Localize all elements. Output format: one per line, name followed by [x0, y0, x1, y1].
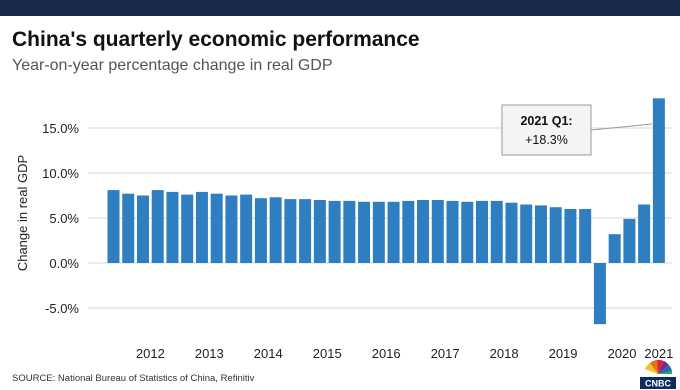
- bar: [136, 195, 149, 263]
- cnbc-logo: CNBC: [640, 360, 676, 389]
- x-tick-label: 2014: [254, 346, 283, 361]
- x-tick-label: 2018: [490, 346, 519, 361]
- bar: [446, 200, 459, 263]
- bar: [313, 200, 326, 263]
- bar: [387, 201, 400, 263]
- bar: [358, 201, 371, 263]
- y-axis-title: Change in real GDP: [15, 155, 30, 271]
- bar: [476, 200, 488, 263]
- y-tick-label: -5.0%: [45, 301, 79, 316]
- bar: [372, 201, 385, 263]
- chart-subtitle: Year-on-year percentage change in real G…: [12, 57, 333, 74]
- y-tick-label: 5.0%: [49, 211, 79, 226]
- bar: [284, 199, 297, 263]
- bar: [608, 234, 621, 263]
- bar: [417, 200, 430, 263]
- bar: [623, 218, 636, 263]
- y-tick-label: 10.0%: [42, 166, 79, 181]
- bar: [166, 191, 179, 263]
- bar: [520, 204, 533, 263]
- y-tick-label: 15.0%: [42, 121, 79, 136]
- x-tick-label: 2020: [608, 346, 637, 361]
- bar: [638, 204, 651, 263]
- top-banner: [0, 0, 680, 16]
- bar: [593, 263, 606, 325]
- x-tick-label: 2019: [549, 346, 578, 361]
- bar: [328, 200, 341, 263]
- x-tick-label: 2013: [195, 346, 224, 361]
- bar: [225, 195, 238, 263]
- bar: [254, 198, 267, 263]
- x-tick-label: 2017: [431, 346, 460, 361]
- bar: [107, 190, 120, 263]
- annotation-box: [501, 104, 592, 156]
- chart-title: China's quarterly economic performance: [12, 28, 420, 51]
- y-tick-label: 0.0%: [49, 256, 79, 271]
- bar: [431, 200, 444, 263]
- bar: [652, 98, 665, 263]
- bar: [195, 191, 208, 263]
- bar: [534, 205, 547, 263]
- bar: [461, 201, 474, 263]
- bar: [490, 200, 503, 263]
- x-tick-label: 2015: [313, 346, 342, 361]
- bar: [299, 199, 312, 263]
- bar: [210, 193, 223, 263]
- annotation-leader-line: [590, 123, 652, 131]
- bar: [181, 194, 194, 263]
- x-tick-label: 2012: [136, 346, 165, 361]
- bar: [505, 202, 518, 263]
- bar: [579, 209, 592, 263]
- bar: [549, 207, 562, 263]
- x-tick-label: 2016: [372, 346, 401, 361]
- bar: [240, 194, 253, 263]
- bar: [269, 197, 282, 263]
- annotation-value: +18.3%: [525, 133, 568, 147]
- annotation-label: 2021 Q1:: [520, 114, 572, 128]
- x-tick-label: 2021: [644, 346, 673, 361]
- bar: [564, 209, 577, 263]
- bar: [122, 193, 135, 263]
- bar: [343, 200, 356, 263]
- cnbc-logo-text: CNBC: [645, 379, 671, 389]
- bar: [151, 190, 164, 263]
- bar: [402, 200, 415, 263]
- source-note: SOURCE: National Bureau of Statistics of…: [12, 373, 255, 384]
